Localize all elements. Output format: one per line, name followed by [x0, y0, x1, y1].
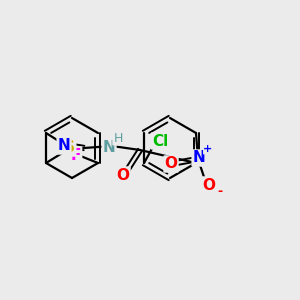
- Text: -: -: [218, 184, 223, 197]
- Text: N: N: [193, 151, 206, 166]
- Text: O: O: [164, 157, 178, 172]
- Text: N: N: [103, 140, 116, 154]
- Text: F: F: [71, 148, 81, 163]
- Text: S: S: [64, 140, 75, 155]
- Text: Cl: Cl: [152, 134, 168, 148]
- Text: O: O: [202, 178, 215, 193]
- Text: N: N: [58, 139, 70, 154]
- Text: O: O: [116, 167, 130, 182]
- Text: +: +: [203, 144, 213, 154]
- Text: H: H: [113, 131, 123, 145]
